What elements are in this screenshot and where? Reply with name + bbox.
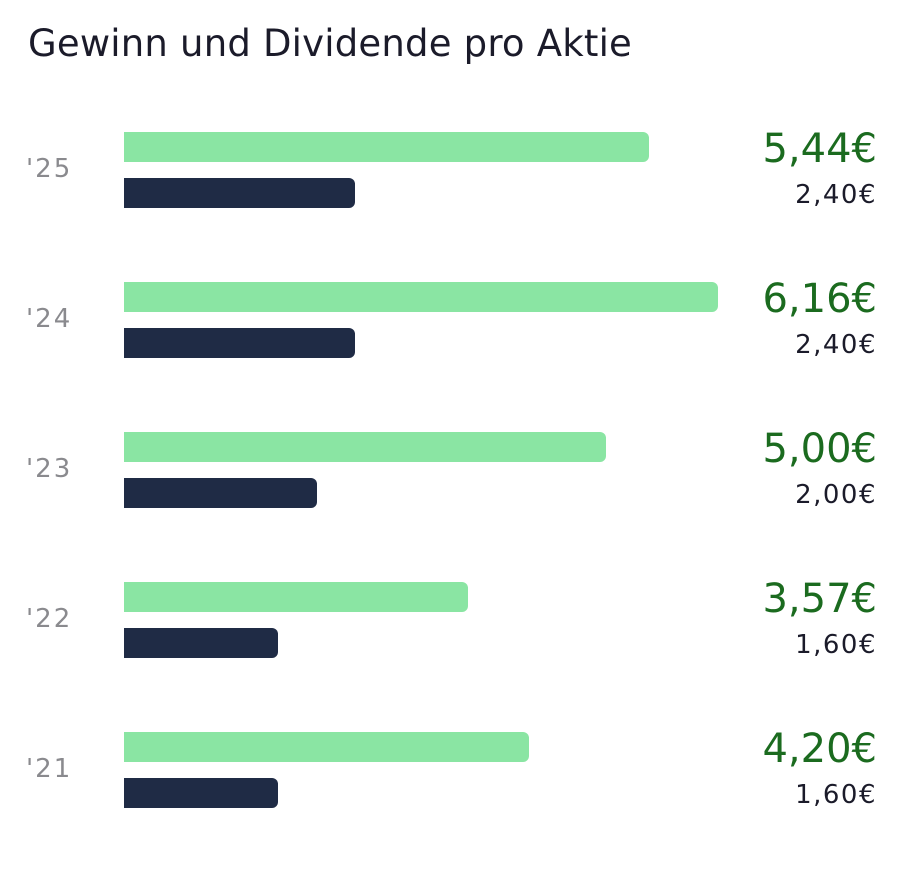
year-label: '23 xyxy=(26,454,73,484)
eps-value-label: 3,57€ xyxy=(762,576,877,622)
year-label: '24 xyxy=(26,304,73,334)
dividend-bar xyxy=(124,628,278,658)
eps-bar xyxy=(124,282,718,312)
eps-value-label: 5,00€ xyxy=(762,426,877,472)
eps-bar xyxy=(124,732,529,762)
dividend-bar xyxy=(124,328,355,358)
eps-bar xyxy=(124,132,649,162)
year-label: '25 xyxy=(26,154,73,184)
dividend-value-label: 2,00€ xyxy=(795,480,877,510)
eps-value-label: 5,44€ xyxy=(762,126,877,172)
dividend-bar xyxy=(124,478,317,508)
eps-value-label: 6,16€ xyxy=(762,276,877,322)
dividend-value-label: 2,40€ xyxy=(795,330,877,360)
dividend-bar xyxy=(124,778,278,808)
eps-bar xyxy=(124,432,606,462)
dividend-value-label: 1,60€ xyxy=(795,780,877,810)
dividend-bar xyxy=(124,178,355,208)
eps-bar xyxy=(124,582,468,612)
dividend-value-label: 1,60€ xyxy=(795,630,877,660)
year-label: '22 xyxy=(26,604,73,634)
year-label: '21 xyxy=(26,754,73,784)
dividend-value-label: 2,40€ xyxy=(795,180,877,210)
eps-value-label: 4,20€ xyxy=(762,726,877,772)
chart-title: Gewinn und Dividende pro Aktie xyxy=(28,22,633,65)
